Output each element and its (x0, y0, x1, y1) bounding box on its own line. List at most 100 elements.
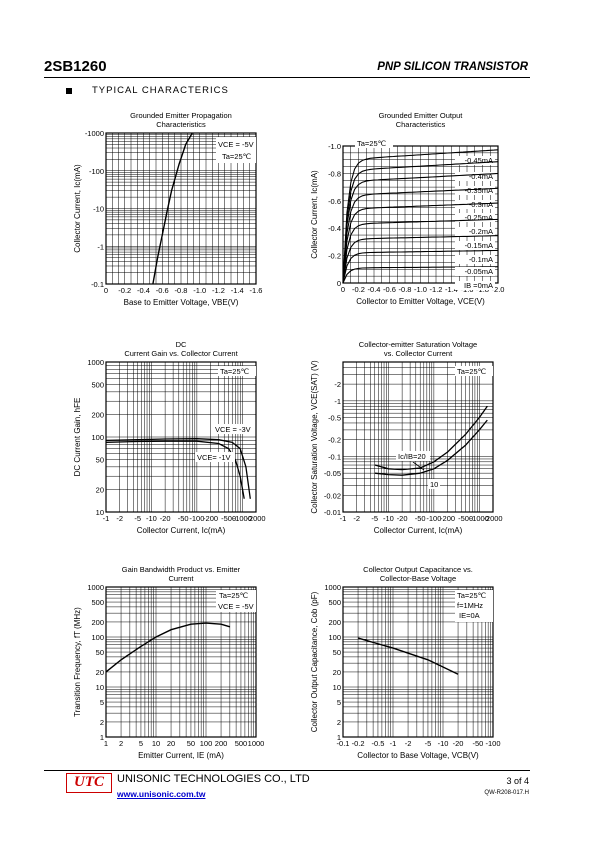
chart-title-line-1: Grounded Emitter Output (379, 111, 464, 120)
x-tick-label: -0.2 (352, 285, 365, 294)
x-tick-label: -50 (415, 514, 426, 523)
y-tick-label: -1 (97, 242, 104, 251)
chart-title-line-2: Current Gain vs. Collector Current (124, 349, 238, 358)
y-tick-label: -0.5 (328, 414, 341, 423)
y-tick-label: 10 (96, 683, 104, 692)
chart-title-line-2: vs. Collector Current (384, 349, 453, 358)
plot-frame (105, 361, 257, 513)
header-rule (44, 77, 530, 78)
y-tick-label: 500 (91, 598, 104, 607)
x-tick-label: -1.0 (193, 286, 206, 295)
x-tick-label: -200 (440, 514, 455, 523)
y-tick-label: 20 (333, 668, 341, 677)
chart-title-line-1: Collector-emitter Saturation Voltage (359, 340, 477, 349)
series-label: 10 (430, 480, 438, 489)
y-axis-label: Collector Saturation Voltage, VCE(SAT) (… (310, 360, 319, 514)
plot-frame (105, 586, 257, 738)
y-axis-label: Transition Frequency, fT (MHz) (73, 607, 82, 717)
x-tick-label: 20 (167, 739, 175, 748)
series-label: -0.4mA (469, 172, 493, 181)
x-axis-label: Collector to Emitter Voltage, VCE(V) (356, 297, 485, 306)
x-tick-label: -1 (340, 514, 347, 523)
series-line (357, 637, 459, 675)
x-tick-label: -1.6 (250, 286, 263, 295)
series-label: -0.05mA (465, 267, 493, 276)
series-line (342, 218, 499, 284)
x-tick-label: -10 (146, 514, 157, 523)
chart-grid (105, 586, 257, 738)
chart-title-line-2: Characteristics (396, 120, 446, 129)
annotation-vce: VCE = -5V (218, 140, 254, 149)
legend-bg (455, 156, 495, 165)
x-tick-label: -0.4 (137, 286, 150, 295)
x-tick-label: -1000 (470, 514, 489, 523)
annotation-bg (218, 366, 256, 376)
x-tick-label: -0.1 (337, 739, 350, 748)
y-tick-label: 200 (91, 410, 104, 419)
y-tick-label: 1000 (87, 583, 104, 592)
annotation-bg (216, 590, 256, 612)
series-label: -0.1mA (469, 255, 493, 264)
x-axis-label: Collector Current, Ic(mA) (374, 526, 463, 535)
annotation-ta: Ta=25℃ (219, 591, 249, 600)
y-axis-label: DC Current Gain, hFE (73, 398, 82, 477)
y-tick-label: 2 (100, 718, 104, 727)
y-tick-label: -10 (93, 205, 104, 214)
utc-logo: UTC (66, 773, 112, 793)
x-tick-label: 200 (215, 739, 228, 748)
company-name: UNISONIC TECHNOLOGIES CO., LTD (117, 773, 310, 785)
plot-frame (342, 361, 494, 513)
y-tick-label: 100 (91, 433, 104, 442)
x-tick-label: 1000 (248, 739, 265, 748)
y-tick-label: 1 (100, 733, 104, 742)
y-tick-label: -1000 (85, 129, 104, 138)
y-tick-label: 0 (337, 279, 341, 288)
x-tick-label: 10 (152, 739, 160, 748)
series-line (342, 235, 498, 284)
series-label: VCE= -1V (197, 453, 231, 462)
x-axis-label: Collector Current, Ic(mA) (137, 526, 226, 535)
annotation-vce: VCE = -5V (218, 602, 254, 611)
series-line (105, 440, 245, 499)
chart-1: 0 -0.2 -0.4 -0.6 -0.8 -1.0 -1.2 -1.4 -1.6 -0.1 -1 -… (73, 111, 262, 307)
section-title: TYPICAL CHARACTERICS (92, 85, 229, 96)
series-line (342, 187, 499, 284)
x-axis-label: Emitter Current, IE (mA) (138, 751, 224, 760)
y-tick-label: -1.0 (328, 142, 341, 151)
footer-rule (44, 770, 530, 771)
transistor-type: PNP SILICON TRANSISTOR (377, 61, 528, 73)
x-tick-label: 500 (235, 739, 248, 748)
x-tick-label: 50 (187, 739, 195, 748)
legend-bg (455, 227, 495, 236)
y-tick-label: -0.1 (328, 452, 341, 461)
y-tick-label: -2 (334, 380, 341, 389)
annotation-bg (216, 137, 256, 163)
chart-6: -0.1 -0.2 -0.5 -1 -2 -5 -10 -20 -50 -100 1 2 5 10 20 50… (310, 565, 501, 760)
series-label: -0.25mA (465, 213, 493, 222)
series-line (105, 438, 251, 499)
legend-bg (455, 267, 495, 276)
y-tick-label: -100 (89, 167, 104, 176)
y-tick-label: 1000 (324, 583, 341, 592)
series-line (374, 405, 488, 471)
x-tick-label: -500 (458, 514, 473, 523)
series-label: -0.3mA (469, 200, 493, 209)
x-tick-label: 2 (119, 739, 123, 748)
y-tick-label: -0.2 (328, 436, 341, 445)
x-tick-label: 5 (139, 739, 143, 748)
annotation-ie: IE=0A (459, 611, 480, 620)
chart-title-line-2: Current (168, 574, 194, 583)
x-tick-label: -2000 (483, 514, 502, 523)
x-tick-label: -100 (426, 514, 441, 523)
x-tick-label: -50 (473, 739, 484, 748)
series-line (152, 132, 193, 285)
x-tick-label: -1.2 (430, 285, 443, 294)
x-axis-label: Base to Emitter Voltage, VBE(V) (124, 298, 239, 307)
x-tick-label: -50 (178, 514, 189, 523)
y-tick-label: 500 (91, 381, 104, 390)
y-tick-label: 20 (96, 668, 104, 677)
company-url-link[interactable]: www.unisonic.com.tw (117, 789, 206, 799)
series-label: -0.2mA (469, 227, 493, 236)
legend-bg (428, 479, 440, 489)
x-tick-label: -20 (453, 739, 464, 748)
